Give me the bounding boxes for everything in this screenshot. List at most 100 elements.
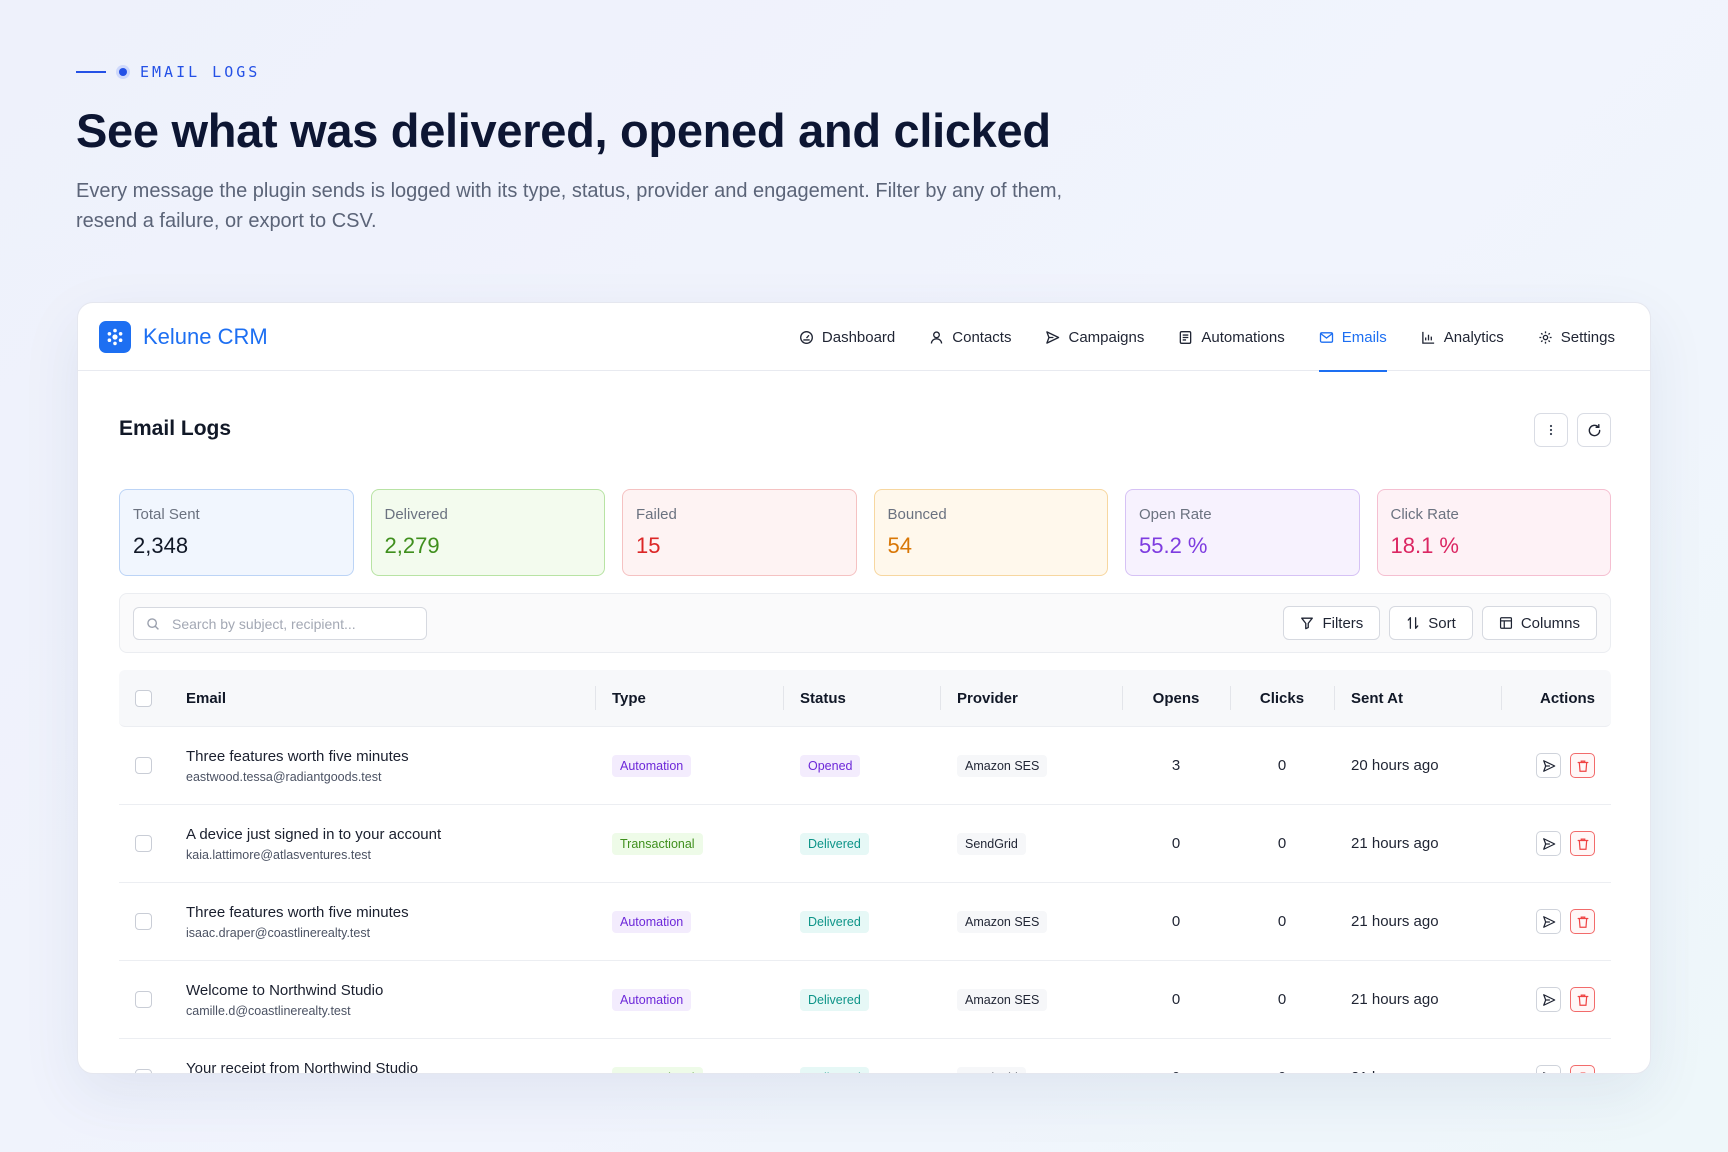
columns-button[interactable]: Columns (1481, 606, 1597, 640)
type-cell: Transactional (595, 1039, 783, 1073)
filters-button[interactable]: Filters (1283, 606, 1381, 640)
header-clicks[interactable]: Clicks (1230, 670, 1334, 726)
opens-cell: 0 (1171, 991, 1181, 1008)
eyebrow: EMAIL LOGS (76, 60, 1276, 84)
status-cell: Opened (783, 727, 940, 804)
sent-at-cell: 20 hours ago (1351, 757, 1439, 774)
opens-cell: 0 (1171, 835, 1181, 852)
row-checkbox-cell (119, 1039, 186, 1073)
delete-button[interactable] (1570, 1065, 1595, 1073)
clicks-cell: 0 (1230, 1039, 1334, 1073)
nav-item-emails[interactable]: Emails (1302, 303, 1404, 372)
send-icon (1542, 915, 1555, 928)
provider-cell: Amazon SES (940, 961, 1122, 1038)
status-cell: Delivered (783, 805, 940, 882)
status-badge: Delivered (800, 988, 869, 1011)
send-icon (1542, 993, 1555, 1006)
resend-button[interactable] (1536, 753, 1561, 778)
table-row[interactable]: Three features worth five minutes eastwo… (119, 727, 1611, 805)
row-checkbox-cell (119, 883, 186, 960)
delete-button[interactable] (1570, 831, 1595, 856)
email-cell: Your receipt from Northwind Studio selma… (186, 1039, 595, 1074)
dashboard-icon (799, 330, 813, 344)
provider-badge: Amazon SES (957, 754, 1048, 777)
refresh-icon (1588, 423, 1600, 436)
sort-button[interactable]: Sort (1389, 606, 1473, 640)
search-input[interactable] (172, 615, 412, 632)
resend-button[interactable] (1536, 987, 1561, 1012)
opens-cell: 0 (1171, 913, 1181, 930)
email-subject[interactable]: Welcome to Northwind Studio (186, 981, 384, 999)
provider-badge: SendGrid (957, 832, 1026, 855)
table-row[interactable]: Three features worth five minutes isaac.… (119, 883, 1611, 961)
stat-value: 15 (636, 533, 661, 558)
nav-item-label: Dashboard (821, 328, 896, 346)
nav-item-campaigns[interactable]: Campaigns (1028, 303, 1161, 371)
nav-item-label: Campaigns (1068, 328, 1145, 346)
stat-label: Failed (636, 506, 677, 523)
row-checkbox[interactable] (135, 1069, 152, 1073)
nav-item-automations[interactable]: Automations (1161, 303, 1301, 371)
header-opens[interactable]: Opens (1122, 670, 1230, 726)
trash-icon (1580, 1071, 1585, 1073)
table-row[interactable]: Your receipt from Northwind Studio selma… (119, 1039, 1611, 1074)
stat-value: 55.2 % (1139, 533, 1208, 558)
nav-item-settings[interactable]: Settings (1521, 303, 1632, 371)
header-status[interactable]: Status (783, 670, 940, 726)
email-logs-table: Email Type Status Provider Opens Clicks … (119, 670, 1611, 1074)
gear-icon (1539, 330, 1552, 344)
more-vertical-icon (1549, 424, 1553, 436)
table-row[interactable]: Welcome to Northwind Studio camille.d@co… (119, 961, 1611, 1039)
clicks-cell: 0 (1277, 757, 1287, 774)
actions-cell (1501, 961, 1611, 1038)
status-cell: Delivered (783, 1039, 940, 1073)
nav-item-label: Emails (1341, 328, 1387, 346)
type-badge: Transactional (612, 832, 703, 855)
stat-bounced: Bounced 54 (873, 489, 1108, 576)
row-checkbox[interactable] (135, 913, 152, 930)
table-row[interactable]: A device just signed in to your account … (119, 805, 1611, 883)
refresh-button[interactable] (1577, 413, 1611, 447)
row-checkbox-cell (119, 727, 186, 804)
email-subject[interactable]: Your receipt from Northwind Studio (186, 1059, 419, 1074)
email-subject[interactable]: A device just signed in to your account (186, 825, 442, 843)
actions-cell (1501, 1039, 1611, 1073)
header-provider[interactable]: Provider (940, 670, 1122, 726)
provider-cell: SendGrid (940, 805, 1122, 882)
header-type[interactable]: Type (595, 670, 783, 726)
stat-label: Total Sent (133, 506, 200, 523)
provider-cell: Amazon SES (940, 883, 1122, 960)
actions-cell (1501, 805, 1611, 882)
nav-item-dashboard[interactable]: Dashboard (782, 303, 912, 371)
resend-button[interactable] (1536, 1065, 1561, 1073)
columns-icon (1499, 617, 1512, 629)
nav-item-label: Analytics (1443, 328, 1504, 346)
delete-button[interactable] (1570, 753, 1595, 778)
type-cell: Automation (595, 727, 783, 804)
select-all-checkbox[interactable] (135, 689, 152, 707)
stat-value: 2,348 (133, 533, 189, 558)
header-sent-at[interactable]: Sent At (1334, 670, 1501, 726)
resend-button[interactable] (1536, 909, 1561, 934)
nav-item-analytics[interactable]: Analytics (1404, 303, 1521, 371)
nav-item-label: Settings (1560, 328, 1615, 346)
row-checkbox[interactable] (135, 757, 152, 774)
nav-item-contacts[interactable]: Contacts (912, 303, 1028, 371)
hero-title: See what was delivered, opened and click… (76, 104, 1051, 157)
email-subject[interactable]: Three features worth five minutes (186, 903, 409, 921)
stat-value: 2,279 (384, 533, 440, 558)
status-badge: Opened (800, 754, 861, 777)
brand[interactable]: Kelune CRM (99, 321, 268, 353)
delete-button[interactable] (1570, 909, 1595, 934)
header-email[interactable]: Email (186, 689, 227, 707)
more-options-button[interactable] (1534, 413, 1568, 447)
hero-section: EMAIL LOGS See what was delivered, opene… (76, 60, 1276, 236)
email-cell: Three features worth five minutes eastwo… (186, 727, 595, 804)
row-checkbox[interactable] (135, 835, 152, 852)
hero-description: Every message the plugin sends is logged… (76, 180, 1063, 233)
email-subject[interactable]: Three features worth five minutes (186, 747, 409, 765)
delete-button[interactable] (1570, 987, 1595, 1012)
send-icon (1542, 1071, 1547, 1073)
row-checkbox[interactable] (135, 991, 152, 1008)
resend-button[interactable] (1536, 831, 1561, 856)
